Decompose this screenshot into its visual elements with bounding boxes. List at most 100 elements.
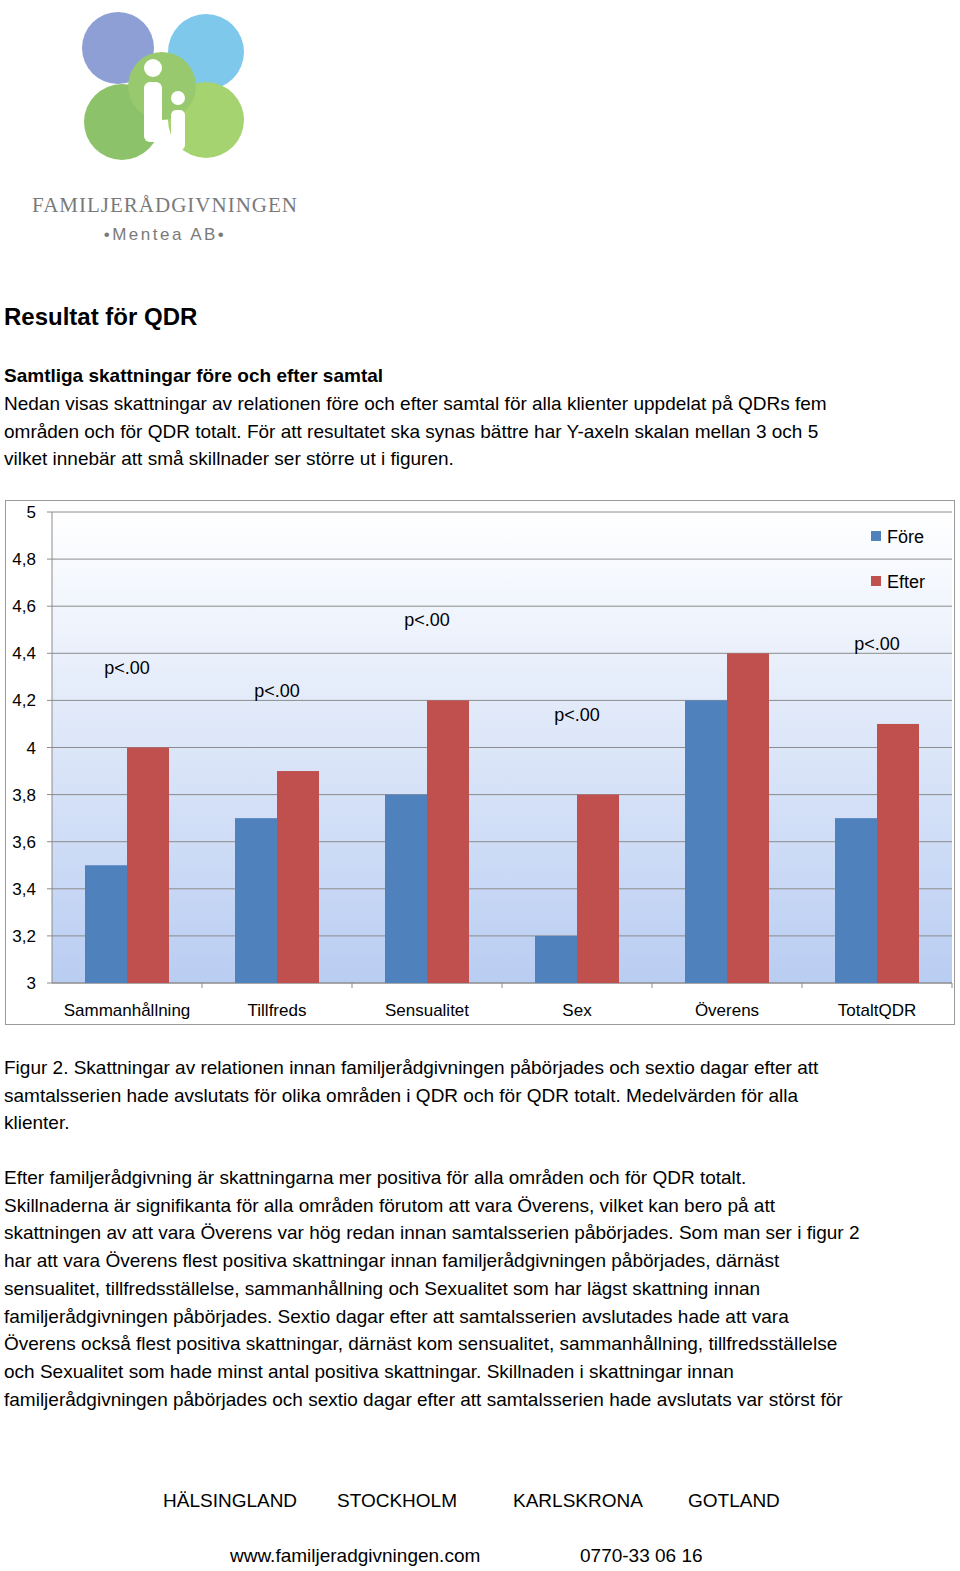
grid-line <box>52 700 952 701</box>
y-tick-label: 5 <box>27 503 36 522</box>
x-tick-label: Sammanhållning <box>64 1001 191 1020</box>
paragraph-line: har att vara Överens flest positiva skat… <box>4 1250 780 1271</box>
grid-line <box>52 653 952 654</box>
y-tick-label: 3,2 <box>12 927 36 946</box>
tick-mark <box>47 747 52 748</box>
bar <box>127 748 169 984</box>
logo: FAMILJERÅDGIVNINGEN •Mentea AB• <box>32 12 298 244</box>
caption-line: samtalsserien hade avslutats för olika o… <box>4 1085 799 1106</box>
footer-location: STOCKHOLM <box>337 1490 457 1511</box>
bar <box>235 818 277 983</box>
logo-figure <box>144 82 162 142</box>
x-tick-label: Sensualitet <box>385 1001 469 1020</box>
tick-mark <box>47 559 52 560</box>
paragraph-line: Skillnaderna är signifikanta för alla om… <box>4 1195 776 1216</box>
legend-label: Före <box>887 527 924 547</box>
paragraph-line: familjerådgivningen påbörjades. Sextio d… <box>4 1306 789 1327</box>
bar <box>385 795 427 983</box>
logo-figure <box>144 59 162 77</box>
logo-name: FAMILJERÅDGIVNINGEN <box>32 193 298 217</box>
category-tick <box>652 983 653 988</box>
bar <box>277 771 319 983</box>
footer-location: HÄLSINGLAND <box>163 1490 297 1511</box>
annotation: p<.00 <box>554 705 600 725</box>
tick-mark <box>47 794 52 795</box>
paragraph-line: Nedan visas skattningar av relationen fö… <box>4 393 827 414</box>
caption-line: Figur 2. Skattningar av relationen innan… <box>4 1057 819 1078</box>
paragraph-line: familjerådgivningen påbörjades och sexti… <box>4 1389 843 1410</box>
tick-mark <box>47 512 52 513</box>
category-tick <box>502 983 503 988</box>
x-tick-label: Sex <box>562 1001 592 1020</box>
paragraph-line: områden och för QDR totalt. För att resu… <box>4 421 818 442</box>
category-tick <box>802 983 803 988</box>
bar <box>577 795 619 983</box>
annotation: p<.00 <box>854 634 900 654</box>
category-tick <box>352 983 353 988</box>
category-tick <box>202 983 203 988</box>
y-tick-label: 4,6 <box>12 597 36 616</box>
legend-swatch <box>871 531 881 541</box>
chart-frame <box>6 501 955 1025</box>
tick-mark <box>47 841 52 842</box>
tick-mark <box>47 700 52 701</box>
bar <box>877 724 919 983</box>
paragraph-line: sensualitet, tillfredsställelse, sammanh… <box>4 1278 760 1299</box>
y-tick-label: 3,4 <box>12 880 36 899</box>
plot-background <box>52 512 952 983</box>
grid-line <box>52 841 952 842</box>
annotation: p<.00 <box>254 681 300 701</box>
paragraph-line: Efter familjerådgivning är skattningarna… <box>4 1167 746 1188</box>
grid-line <box>52 747 952 748</box>
annotation: p<.00 <box>104 658 150 678</box>
heading: Resultat för QDR <box>4 303 197 330</box>
logo-figure <box>171 110 185 150</box>
tick-mark <box>47 653 52 654</box>
y-tick-label: 4,4 <box>12 644 36 663</box>
footer-location: GOTLAND <box>688 1490 780 1511</box>
page: FAMILJERÅDGIVNINGEN •Mentea AB• Resultat f… <box>0 0 960 1571</box>
logo-tagline: •Mentea AB• <box>104 225 227 244</box>
x-tick-label: Överens <box>695 1001 759 1020</box>
footer-phone: 0770-33 06 16 <box>580 1545 703 1566</box>
grid-line <box>52 888 952 889</box>
chart: 33,23,43,63,844,24,44,64,85Sammanhållnin… <box>6 501 955 1025</box>
footer-website: www.familjeradgivningen.com <box>229 1545 480 1566</box>
x-tick-label: Tillfreds <box>248 1001 307 1020</box>
grid-line <box>52 512 952 513</box>
tick-mark <box>47 935 52 936</box>
x-tick-label: TotaltQDR <box>838 1001 916 1020</box>
paragraph-line: och Sexualitet som hade minst antal posi… <box>4 1361 734 1382</box>
y-tick-label: 4,8 <box>12 550 36 569</box>
logo-figure <box>171 91 185 105</box>
bar <box>85 865 127 983</box>
y-axis <box>52 512 53 983</box>
category-tick <box>952 983 953 988</box>
y-tick-label: 4 <box>27 739 36 758</box>
footer-location: KARLSKRONA <box>513 1490 643 1511</box>
bars <box>85 653 919 983</box>
caption-line: klienter. <box>4 1112 69 1133</box>
y-tick-label: 3,6 <box>12 833 36 852</box>
tick-mark <box>47 606 52 607</box>
grid-line <box>52 794 952 795</box>
legend-label: Efter <box>887 572 925 592</box>
y-tick-label: 3 <box>27 974 36 993</box>
bar <box>685 700 727 983</box>
bar <box>427 700 469 983</box>
bar <box>535 936 577 983</box>
grid-line <box>52 606 952 607</box>
subheading: Samtliga skattningar före och efter samt… <box>4 365 383 386</box>
tick-mark <box>47 983 52 984</box>
tick-mark <box>47 888 52 889</box>
paragraph-line: Överens också flest positiva skattningar… <box>4 1333 837 1354</box>
paragraph-line: skattningen av att vara Överens var hög … <box>4 1222 859 1243</box>
bar <box>727 653 769 983</box>
paragraph-line: vilket innebär att små skillnader ser st… <box>4 448 454 469</box>
annotation: p<.00 <box>404 610 450 630</box>
grid-line <box>52 935 952 936</box>
y-tick-label: 4,2 <box>12 691 36 710</box>
bar <box>835 818 877 983</box>
legend-swatch <box>871 576 881 586</box>
grid-line <box>52 559 952 560</box>
